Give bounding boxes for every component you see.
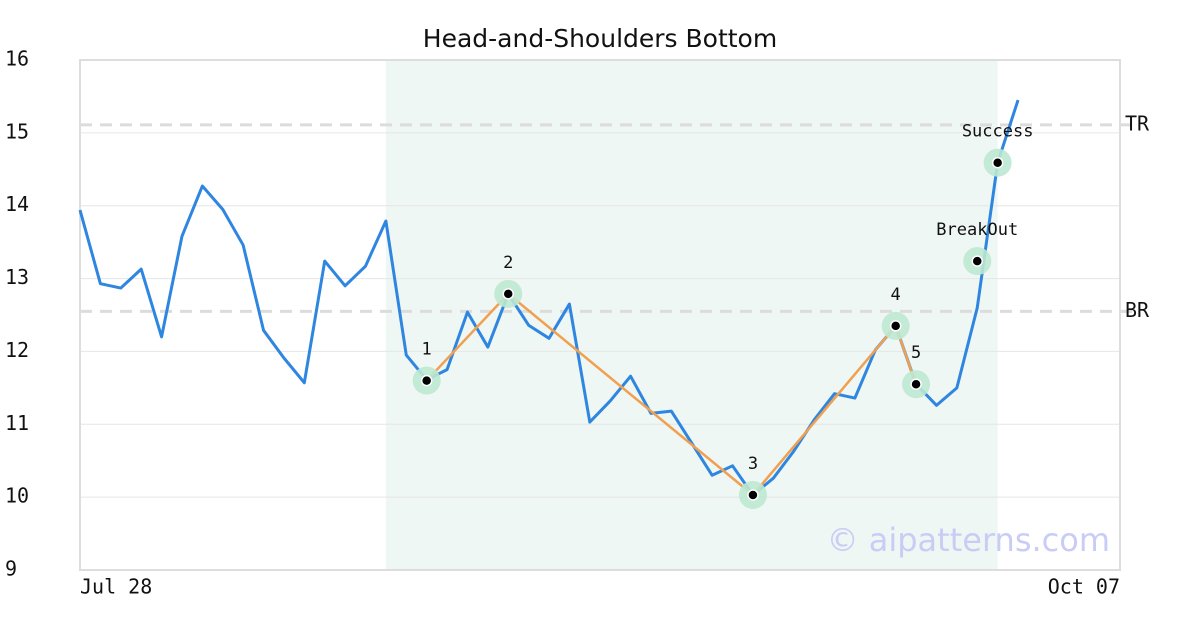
x-tick-label: Jul 28 — [80, 575, 152, 599]
pattern-label: 3 — [748, 454, 758, 474]
pattern-point — [991, 156, 1004, 169]
pattern-label: BreakOut — [936, 220, 1018, 240]
pattern-point — [420, 374, 433, 387]
plot-frame — [79, 59, 1121, 571]
pattern-region — [385, 60, 998, 570]
price-line — [78, 99, 1020, 497]
pattern-point — [747, 489, 759, 501]
pattern-point — [910, 378, 922, 390]
y-tick-label: 13 — [5, 265, 29, 289]
y-tick-label: 12 — [5, 338, 29, 362]
y-tick-label: 9 — [5, 557, 17, 581]
pattern-label: 4 — [891, 285, 901, 305]
y-tick-label: 11 — [5, 411, 29, 435]
y-tick-label: 14 — [5, 192, 29, 216]
pattern-label: 2 — [503, 253, 513, 273]
y-tick-label: 16 — [5, 47, 29, 71]
watermark: © aipatterns.com — [827, 521, 1110, 559]
pattern-point — [971, 255, 984, 267]
pattern-label: 1 — [422, 340, 432, 360]
pattern-label: 5 — [911, 343, 921, 363]
level-label: TR — [1125, 111, 1150, 135]
pattern-label: Success — [962, 122, 1034, 142]
x-tick-label: Oct 07 — [1048, 575, 1120, 599]
pattern-point — [889, 320, 902, 332]
y-tick-label: 15 — [5, 119, 29, 143]
pattern-point — [502, 288, 514, 300]
chart-title: Head-and-Shoulders Bottom — [423, 24, 777, 53]
level-label: BR — [1125, 298, 1150, 322]
y-tick-label: 10 — [5, 484, 29, 508]
